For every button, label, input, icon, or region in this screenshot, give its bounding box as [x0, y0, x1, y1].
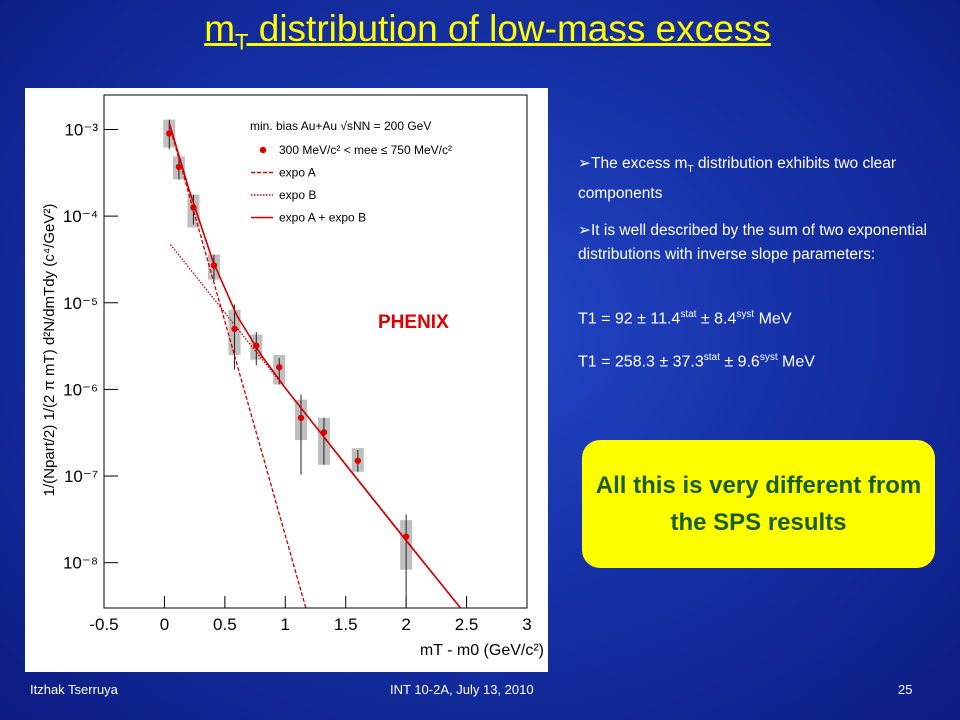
footer-author: Itzhak Tserruya — [30, 682, 118, 697]
y-axis-label: 1/(Npart/2) 1/(2 π mT) d²N/dmTdy (c⁴/GeV… — [41, 204, 58, 497]
param-sup: stat — [703, 352, 720, 363]
param-sup: syst — [759, 352, 778, 363]
param-text: T1 = 258.3 ± 37.3 — [578, 353, 704, 371]
y-tick-label: 10⁻⁷ — [64, 467, 98, 486]
x-tick-label: 2 — [401, 615, 410, 634]
fit-line — [168, 122, 462, 608]
legend-label: expo A + expo B — [279, 211, 366, 225]
y-tick-label: 10⁻⁴ — [63, 207, 98, 226]
plot-frame — [103, 94, 528, 609]
param-sup: syst — [736, 309, 755, 320]
y-tick-label: 10⁻⁸ — [63, 554, 98, 573]
data-point — [297, 414, 305, 422]
plot-content — [163, 119, 462, 608]
x-tick-label: 0.5 — [213, 615, 237, 634]
bullet: ➢It is well described by the sum of two … — [578, 222, 928, 263]
parameter: T1 = 258.3 ± 37.3stat ± 9.6syst MeV — [578, 352, 815, 371]
slide-title: mT distribution of low-mass excess — [0, 8, 960, 55]
legend-marker — [259, 146, 267, 154]
legend-label: 300 MeV/c² < mee ≤ 750 MeV/c² — [279, 143, 452, 157]
legend-title: min. bias Au+Au √sNN = 200 GeV — [250, 119, 431, 133]
title-text: m — [204, 8, 236, 49]
data-point — [276, 364, 283, 371]
legend-label: expo A — [279, 166, 316, 180]
y-tick-label: 10⁻³ — [64, 120, 98, 139]
callout: All this is very different from the SPS … — [582, 440, 935, 568]
x-tick-label: 1.5 — [334, 615, 358, 634]
data-point — [354, 457, 361, 464]
x-tick-label: 2.5 — [455, 615, 479, 634]
param-text: ± 8.4 — [696, 310, 737, 328]
bullet-text: It is well described by the sum of two e… — [578, 222, 928, 263]
chart: -0.5 0 0.5 1 1.5 2 2.5 3 10⁻³ 10⁻⁴ 10⁻⁵ 10⁻⁶ 10⁻⁷ 10⁻… — [25, 88, 548, 672]
callout-text: All this is very different from the SPS … — [595, 472, 922, 536]
param-text: T1 = 92 ± 11.4 — [578, 310, 681, 328]
bullet: ➢The excess mT distribution exhibits two… — [578, 155, 897, 203]
x-tick-label: 1 — [281, 615, 290, 634]
x-tick-label: -0.5 — [89, 615, 118, 634]
param-text: ± 9.6 — [719, 353, 760, 371]
parameter: T1 = 92 ± 11.4stat ± 8.4syst MeV — [578, 309, 792, 328]
y-tick-label: 10⁻⁵ — [63, 294, 98, 313]
x-tick-label: 3 — [522, 615, 531, 634]
bullet-text: The excess m — [591, 155, 688, 172]
param-text: MeV — [754, 310, 792, 328]
x-tick-label: 0 — [160, 615, 169, 634]
param-sup: stat — [680, 309, 697, 320]
bullet-subscript: T — [687, 164, 694, 176]
footer-page: 25 — [898, 682, 913, 697]
y-tick-label: 10⁻⁶ — [63, 380, 98, 399]
bullet-text: distribution exhibits two clear componen… — [578, 155, 897, 203]
x-axis-label: mT - m0 (GeV/c²) — [420, 642, 544, 659]
param-text: MeV — [777, 353, 815, 371]
legend-label: expo B — [279, 188, 316, 202]
title-text: distribution of low-mass excess — [248, 8, 771, 49]
annotation: PHENIX — [378, 312, 449, 333]
footer-event: INT 10-2A, July 13, 2010 — [390, 682, 534, 697]
plot-background — [25, 88, 548, 672]
title-subscript: T — [235, 29, 249, 55]
